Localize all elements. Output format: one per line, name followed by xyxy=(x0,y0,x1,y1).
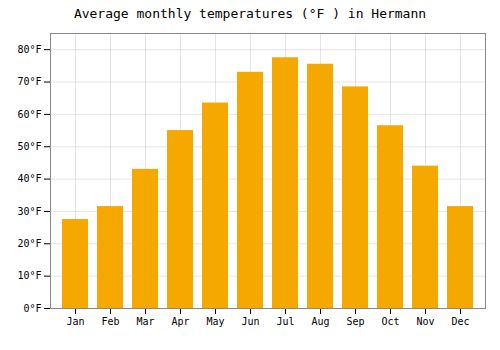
svg-text:Oct: Oct xyxy=(381,316,399,327)
svg-text:Jul: Jul xyxy=(276,316,294,327)
svg-text:Jun: Jun xyxy=(241,316,259,327)
svg-text:10°F: 10°F xyxy=(17,270,41,281)
svg-text:Nov: Nov xyxy=(416,316,434,327)
svg-text:May: May xyxy=(206,316,224,327)
svg-text:Jan: Jan xyxy=(66,316,84,327)
svg-text:30°F: 30°F xyxy=(17,206,41,217)
svg-text:Aug: Aug xyxy=(311,316,329,327)
html-text:Average monthly temperatures (: Average monthly temperatures (°F ) in He… xyxy=(73,6,427,21)
svg-text:40°F: 40°F xyxy=(17,173,41,184)
svg-text:Sep: Sep xyxy=(346,316,364,327)
svg-text:60°F: 60°F xyxy=(17,109,41,120)
svg-text:0°F: 0°F xyxy=(23,303,41,314)
svg-text:Apr: Apr xyxy=(171,316,189,327)
svg-text:Dec: Dec xyxy=(451,316,469,327)
svg-text:50°F: 50°F xyxy=(17,141,41,152)
svg-text:20°F: 20°F xyxy=(17,238,41,249)
svg-text:70°F: 70°F xyxy=(17,76,41,87)
svg-text:80°F: 80°F xyxy=(17,44,41,55)
svg-text:Feb: Feb xyxy=(101,316,119,327)
svg-text:Mar: Mar xyxy=(136,316,154,327)
